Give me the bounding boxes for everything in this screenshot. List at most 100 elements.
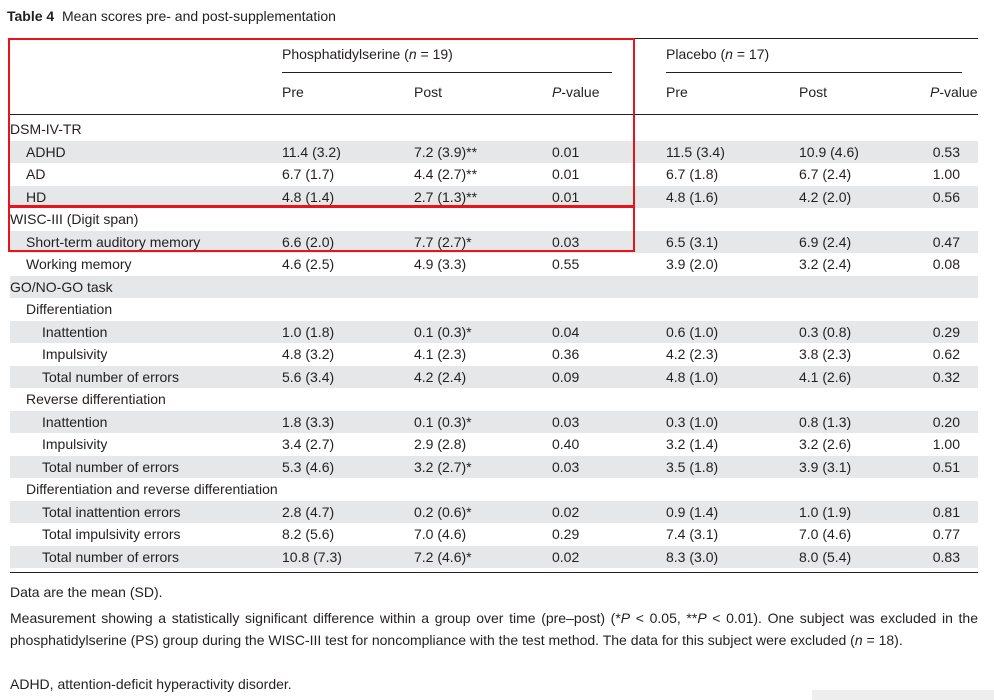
table-row: HD 4.8 (1.4) 2.7 (1.3)** 0.01 4.8 (1.6) 4.2 (… xyxy=(10,185,978,208)
row-label: Inattention xyxy=(42,323,108,340)
footnote-n: n xyxy=(854,632,863,648)
section-row: GO/NO-GO task xyxy=(10,275,978,298)
table-caption-text: Mean scores pre- and post-supplementatio… xyxy=(61,8,336,24)
placebo-pre-cell: 4.8 (1.6) xyxy=(666,188,719,205)
placebo-pre-cell: 0.9 (1.4) xyxy=(666,503,719,520)
placebo-pvalue-cell: 0.51 xyxy=(932,458,960,475)
placebo-pre-cell: 3.5 (1.8) xyxy=(666,458,719,475)
group2-header: Placebo (n = 17) xyxy=(666,46,770,62)
ps-post-cell: 0.2 (0.6)* xyxy=(414,503,472,520)
col-header-pre-1: Pre xyxy=(282,84,304,100)
table-row: Short-term auditory memory 6.6 (2.0) 7.7 (… xyxy=(10,230,978,253)
ps-pvalue-cell: 0.55 xyxy=(552,256,580,272)
footnote-text-d: = 18). xyxy=(862,632,903,648)
ps-post-cell: 7.2 (4.6)* xyxy=(414,548,472,565)
group2-n-var: n xyxy=(725,46,733,62)
col-header-pre-2: Pre xyxy=(666,84,688,100)
footnote-text-b: < 0.05, ** xyxy=(630,610,698,626)
section-row: DSM-IV-TR xyxy=(10,118,978,140)
ps-pvalue-cell: 0.02 xyxy=(552,503,580,520)
placebo-pre-cell: 3.2 (1.4) xyxy=(666,436,719,452)
ps-post-cell: 4.2 (2.4) xyxy=(414,368,467,385)
group1-name: Phosphatidylserine xyxy=(282,46,401,62)
placebo-pvalue-cell: 0.56 xyxy=(932,188,960,205)
placebo-post-cell: 6.7 (2.4) xyxy=(799,166,852,182)
placebo-post-cell: 4.2 (2.0) xyxy=(799,188,852,205)
placebo-post-cell: 3.2 (2.6) xyxy=(799,436,852,452)
ps-pvalue-cell: 0.03 xyxy=(552,413,580,430)
placebo-post-cell: 3.2 (2.4) xyxy=(799,256,852,272)
ps-pre-cell: 4.8 (3.2) xyxy=(282,346,335,362)
ps-pvalue-cell: 0.02 xyxy=(552,548,580,565)
col-header-p-italic-2: P xyxy=(930,84,940,100)
row-label: Total number of errors xyxy=(42,458,179,475)
table-caption-label: Table 4 xyxy=(7,8,55,24)
placebo-pre-cell: 4.2 (2.3) xyxy=(666,346,719,362)
header-bottom-rule xyxy=(10,114,978,115)
placebo-pvalue-cell: 0.53 xyxy=(932,143,960,160)
group1-header: Phosphatidylserine (n = 19) xyxy=(282,46,453,62)
ps-pvalue-cell: 0.01 xyxy=(552,188,580,205)
ps-pvalue-cell: 0.01 xyxy=(552,143,580,160)
ps-post-cell: 0.1 (0.3)* xyxy=(414,323,472,340)
ps-pvalue-cell: 0.03 xyxy=(552,458,580,475)
placebo-pvalue-cell: 1.00 xyxy=(932,436,960,452)
ps-pvalue-cell: 0.36 xyxy=(552,346,580,362)
row-label: Short-term auditory memory xyxy=(26,233,201,250)
col-header-p-rest-2: -value xyxy=(939,84,978,100)
table-row: Inattention 1.0 (1.8) 0.1 (0.3)* 0.04 0.6 (1… xyxy=(10,320,978,343)
section-row: WISC-III (Digit span) xyxy=(10,208,978,230)
placebo-post-cell: 1.0 (1.9) xyxy=(799,503,852,520)
col-header-post-2: Post xyxy=(799,84,828,100)
placebo-pvalue-cell: 1.00 xyxy=(932,166,960,182)
ps-pvalue-cell: 0.29 xyxy=(552,526,580,542)
placebo-pre-cell: 4.8 (1.0) xyxy=(666,368,719,385)
table-caption: Table 4 Mean scores pre- and post-supple… xyxy=(7,8,336,24)
group2-rule xyxy=(666,72,962,73)
row-label: Working memory xyxy=(26,256,132,272)
ps-pre-cell: 3.4 (2.7) xyxy=(282,436,335,452)
row-label: Total impulsivity errors xyxy=(42,526,181,542)
placebo-pre-cell: 6.7 (1.8) xyxy=(666,166,719,182)
ps-pre-cell: 8.2 (5.6) xyxy=(282,526,335,542)
ps-pre-cell: 5.3 (4.6) xyxy=(282,458,335,475)
col-header-pvalue-2: P-value xyxy=(930,84,977,100)
table-row: Impulsivity 4.8 (3.2) 4.1 (2.3) 0.36 4.2 (2.… xyxy=(10,343,978,365)
ps-post-cell: 7.2 (3.9)** xyxy=(414,143,478,160)
section-label: DSM-IV-TR xyxy=(10,121,82,137)
placebo-pvalue-cell: 0.08 xyxy=(932,256,960,272)
ps-post-cell: 0.1 (0.3)* xyxy=(414,413,472,430)
group2-n-rest: = 17) xyxy=(732,46,770,62)
ps-post-cell: 2.7 (1.3)** xyxy=(414,188,478,205)
section-row: Reverse differentiation xyxy=(10,388,978,410)
table-row: Total inattention errors 2.8 (4.7) 0.2 (0.… xyxy=(10,500,978,523)
ps-post-cell: 7.7 (2.7)* xyxy=(414,233,472,250)
row-label: Impulsivity xyxy=(42,346,108,362)
placebo-pre-cell: 7.4 (3.1) xyxy=(666,526,719,542)
ps-pre-cell: 1.0 (1.8) xyxy=(282,323,335,340)
col-header-p-rest-1: -value xyxy=(561,84,600,100)
table-row: Total number of errors 10.8 (7.3) 7.2 (4.6… xyxy=(10,545,978,568)
ps-pre-cell: 10.8 (7.3) xyxy=(282,548,342,565)
placebo-pvalue-cell: 0.20 xyxy=(932,413,960,430)
ps-post-cell: 4.9 (3.3) xyxy=(414,256,467,272)
ps-pre-cell: 5.6 (3.4) xyxy=(282,368,335,385)
row-label: Total number of errors xyxy=(42,368,179,385)
footnote-p2: P xyxy=(697,610,707,626)
col-header-p-italic-1: P xyxy=(552,84,562,100)
ps-pre-cell: 4.8 (1.4) xyxy=(282,188,335,205)
table-row: AD 6.7 (1.7) 4.4 (2.7)** 0.01 6.7 (1.8) 6.7 (… xyxy=(10,163,978,185)
ps-post-cell: 4.1 (2.3) xyxy=(414,346,467,362)
placebo-pre-cell: 0.3 (1.0) xyxy=(666,413,719,430)
section-label: Differentiation and reverse differentiat… xyxy=(26,481,278,497)
ps-pvalue-cell: 0.03 xyxy=(552,233,580,250)
ps-post-cell: 4.4 (2.7)** xyxy=(414,166,478,182)
group1-n-rest: = 19) xyxy=(416,46,453,62)
ps-post-cell: 2.9 (2.8) xyxy=(414,436,467,452)
ps-pre-cell: 1.8 (3.3) xyxy=(282,413,335,430)
section-label: GO/NO-GO task xyxy=(10,278,113,295)
placebo-pvalue-cell: 0.32 xyxy=(932,368,960,385)
table-row: Inattention 1.8 (3.3) 0.1 (0.3)* 0.03 0.3 (1… xyxy=(10,410,978,433)
row-label: AD xyxy=(26,166,46,182)
page-edge-shade xyxy=(812,690,994,700)
